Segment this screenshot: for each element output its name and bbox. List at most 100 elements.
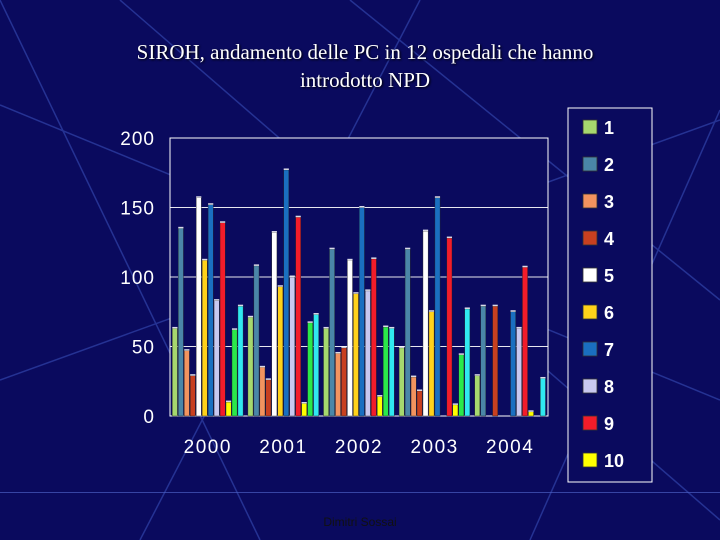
legend-label: 6: [604, 303, 614, 323]
bar-body: [301, 403, 307, 417]
bar-body: [247, 317, 254, 417]
bar-cap: [295, 215, 301, 218]
bar-body: [398, 347, 405, 417]
bar: [259, 365, 266, 417]
bar: [458, 353, 465, 417]
bars: [172, 168, 546, 417]
bar-body: [189, 375, 196, 417]
bar: [295, 215, 301, 417]
y-tick-label: 150: [120, 199, 155, 220]
bar-cap: [522, 265, 528, 268]
bar-body: [522, 267, 528, 417]
slide-title-line-2: introdotto NPD: [299, 68, 431, 92]
bar: [446, 236, 453, 417]
bar: [195, 196, 202, 417]
bar-body: [295, 217, 301, 417]
bar: [307, 321, 313, 417]
bar-cap: [301, 401, 307, 404]
bar: [359, 206, 365, 417]
bar: [341, 346, 347, 417]
bar: [265, 378, 272, 417]
y-tick-label: 200: [120, 129, 155, 150]
bar-cap: [434, 196, 441, 198]
legend-label: 5: [604, 266, 614, 286]
bar-cap: [184, 349, 190, 351]
bar-cap: [172, 326, 178, 329]
legend-item: 1: [582, 118, 614, 138]
bar: [365, 289, 371, 417]
legend-label: 7: [604, 340, 614, 360]
legend-swatch: [582, 230, 598, 246]
bar-cap: [359, 206, 365, 208]
y-tick-label: 0: [143, 407, 155, 428]
bar-body: [480, 305, 487, 417]
legend-label: 3: [604, 192, 614, 212]
bar: [480, 304, 487, 417]
x-tick-label: 2003: [410, 437, 458, 458]
bar-body: [371, 258, 377, 417]
bar: [474, 374, 481, 417]
bar-body: [446, 237, 453, 417]
bar: [231, 328, 238, 417]
bar-cap: [377, 395, 383, 397]
bar-body: [265, 379, 272, 417]
bar-body: [178, 228, 184, 417]
bar-cap: [313, 313, 319, 315]
bar-cap: [464, 307, 470, 309]
bar: [189, 374, 196, 417]
bar-body: [458, 354, 465, 417]
y-tick-label: 100: [120, 268, 155, 289]
y-tick-label: 50: [132, 338, 155, 359]
bar: [492, 304, 498, 417]
bar-body: [382, 326, 389, 417]
bar-body: [540, 378, 546, 417]
bar-body: [416, 390, 423, 417]
bar-body: [335, 353, 341, 417]
bar-body: [388, 328, 395, 417]
bar: [253, 264, 260, 417]
bar-cap: [540, 376, 546, 379]
bar-cap: [329, 247, 335, 250]
bar-cap: [458, 353, 464, 355]
legend-label: 2: [604, 155, 614, 175]
bar-cap: [492, 304, 498, 307]
bar-cap: [277, 285, 283, 287]
bar: [522, 265, 528, 417]
bar: [225, 400, 232, 417]
bar-body: [219, 222, 226, 417]
bar-body: [271, 232, 278, 417]
legend-box: [567, 107, 653, 483]
legend-swatch: [582, 193, 598, 209]
bar: [382, 325, 389, 417]
bar: [289, 275, 296, 417]
bar-cap: [405, 247, 411, 250]
bar-cap: [237, 304, 244, 307]
legend-item: 10: [582, 451, 624, 471]
bar: [237, 304, 244, 417]
bar-cap: [428, 310, 435, 312]
bar: [271, 231, 278, 417]
x-tick-label: 2004: [486, 437, 534, 458]
bar-body: [353, 293, 359, 417]
bar-cap: [516, 326, 522, 329]
bar-body: [313, 314, 319, 417]
legend-item: 7: [582, 340, 614, 360]
legend-item: 6: [582, 303, 614, 323]
bar-body: [365, 290, 371, 417]
bar-body: [201, 260, 208, 417]
bar-body: [510, 311, 516, 417]
bar-cap: [323, 326, 329, 329]
bar-body: [434, 197, 441, 417]
bar-body: [231, 329, 238, 417]
legend-swatch: [582, 304, 598, 320]
slide-title: SIROH, andamento delle PC in 12 ospedali…: [40, 38, 690, 94]
bar-cap: [411, 375, 417, 378]
legend-label: 4: [604, 229, 614, 249]
bar-body: [253, 265, 260, 417]
footer-divider: [0, 492, 720, 493]
bar-cap: [208, 203, 214, 205]
bar: [434, 196, 441, 417]
legend-swatch: [582, 452, 598, 468]
bar-cap: [259, 365, 265, 368]
